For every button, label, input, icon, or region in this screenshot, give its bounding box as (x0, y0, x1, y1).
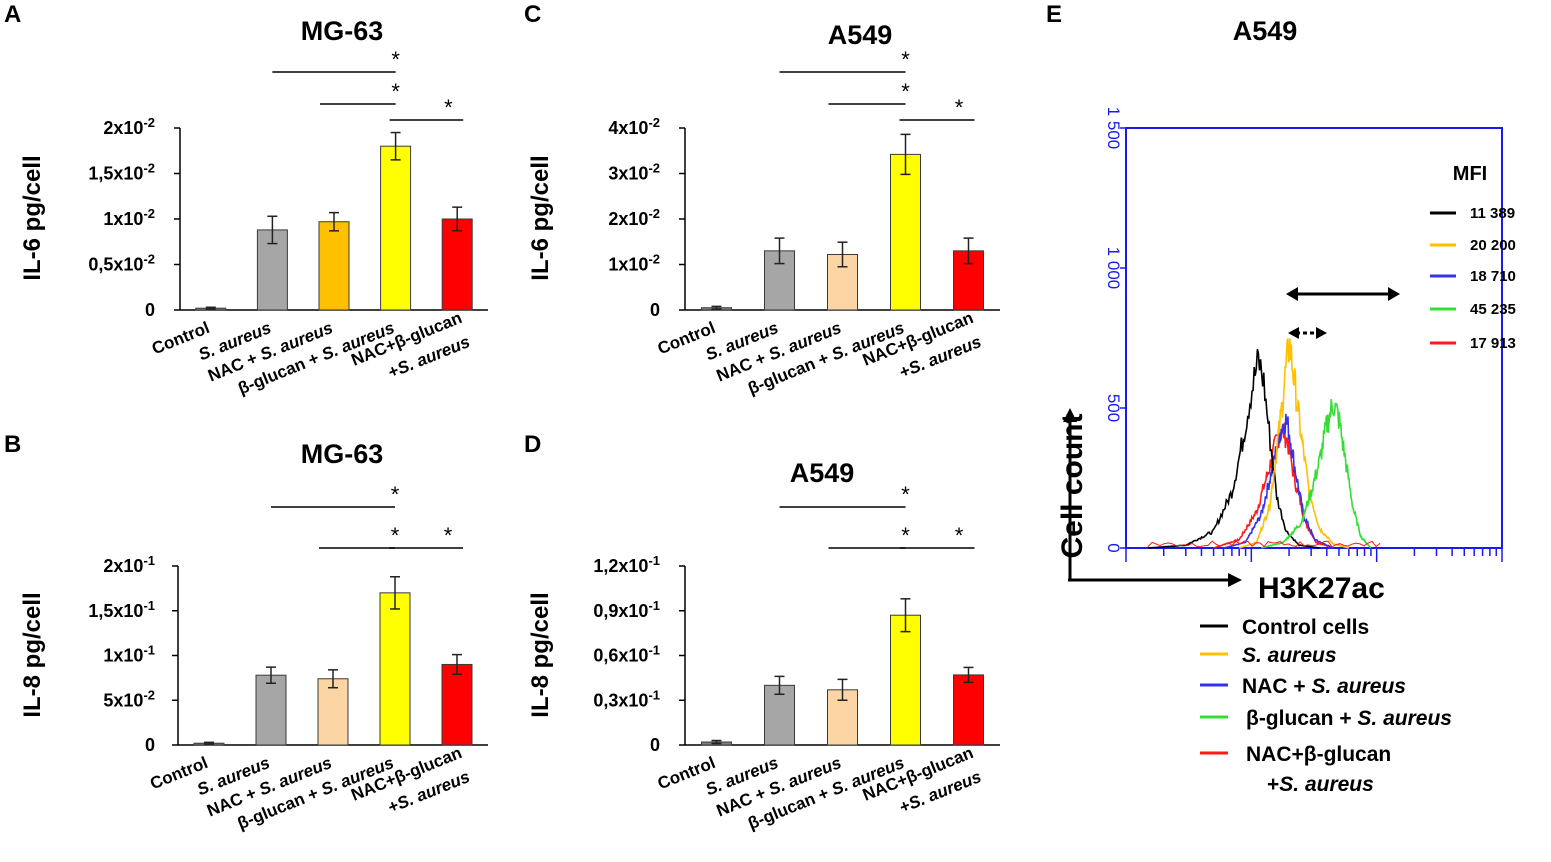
shift-arrow-dashed-right-head (1316, 327, 1327, 339)
y-tick-label: 0 (145, 735, 155, 755)
panel-title: A549 (790, 458, 855, 488)
panel-c: C A549 IL-6 pg/cell 0 1x10-2 2x10-2 3x10-2 4x10… (524, 1, 1000, 398)
histogram-y-tick-label: 1 500 (1104, 107, 1123, 150)
significance-star: * (901, 523, 910, 548)
significance-star: * (901, 482, 910, 507)
significance-star: * (391, 482, 400, 507)
bar-panels: A MG-63 IL-6 pg/cell 0 0,5x10-2 1x10-2 1,5x10-… (4, 1, 1000, 833)
y-tick-label: 1x10-2 (103, 206, 155, 229)
panel-b: B MG-63 IL-8 pg/cell 0 5x10-2 1x10-1 1,5x10-1 2… (4, 431, 488, 833)
histogram-y-tick-label: 1 000 (1104, 247, 1123, 290)
histogram-ticks (1125, 548, 1503, 562)
bar-4 (890, 153, 921, 311)
bar-4 (890, 614, 921, 746)
mfi-header: MFI (1453, 163, 1487, 185)
legend-label-line2: +S. aureus (1267, 773, 1374, 796)
significance-star: * (391, 79, 400, 104)
y-axis-label: IL-6 pg/cell (527, 155, 554, 280)
significance-star: * (391, 523, 400, 548)
mfi-value: 17 913 (1470, 335, 1516, 352)
mfi-value: 20 200 (1470, 237, 1516, 254)
x-axis-title: H3K27ac (1258, 572, 1385, 605)
significance-star: * (955, 523, 964, 548)
bar-3 (317, 678, 349, 746)
y-tick-label: 1,2x10-1 (593, 553, 660, 576)
shift-arrow-solid-right-head (1388, 287, 1400, 301)
histogram-y-tick-label: 500 (1104, 394, 1123, 422)
y-tick-label: 1x10-2 (608, 252, 660, 275)
panel-d: D A549 IL-8 pg/cell 0 0,3x10-1 0,6x10-1 0,9x10… (524, 431, 1000, 833)
y-tick-label: 1x10-1 (103, 643, 155, 666)
panel-letter: D (524, 431, 541, 458)
panel-a: A MG-63 IL-6 pg/cell 0 0,5x10-2 1x10-2 1,5x10-… (4, 1, 488, 398)
panel-title: A549 (828, 20, 893, 50)
histogram-curves (1147, 338, 1381, 549)
legend-label: β-glucan + S. aureus (1246, 707, 1452, 730)
bar-4 (379, 592, 411, 746)
y-tick-label: 0 (650, 300, 660, 320)
y-tick-label: 0,3x10-1 (593, 687, 660, 710)
bar-5 (441, 663, 473, 746)
y-tick-label: 0,5x10-2 (88, 252, 155, 275)
y-tick-label: 1,5x10-1 (88, 598, 155, 621)
shift-arrow-dashed-left-head (1288, 327, 1299, 339)
bar-3 (827, 689, 858, 746)
y-tick-label: 0 (145, 300, 155, 320)
panel-e: E A549 0 500 1 000 1 500 Cell count H3K27ac… (1046, 1, 1516, 796)
panel-title: MG-63 (301, 439, 384, 469)
y-tick-label: 0 (650, 735, 660, 755)
panel-letter: C (524, 1, 541, 28)
mfi-list: 11 389 20 200 18 710 45 235 17 913 (1430, 205, 1516, 352)
histogram-curve (1261, 399, 1372, 549)
bar-2 (764, 684, 795, 746)
legend-label: Control cells (1242, 616, 1369, 639)
significance-star: * (444, 523, 453, 548)
y-tick-label: 4x10-2 (608, 115, 660, 138)
bar-5 (441, 218, 473, 311)
panel-e-letter: E (1046, 1, 1062, 28)
y-tick-label: 2x10-2 (608, 206, 660, 229)
significance-star: * (444, 95, 453, 120)
histogram-y-ticks: 0 500 1 000 1 500 (1104, 107, 1126, 553)
y-axis-label: IL-8 pg/cell (19, 592, 46, 717)
y-tick-label: 0,9x10-1 (593, 598, 660, 621)
y-axis-label: IL-6 pg/cell (19, 155, 46, 280)
histogram-y-tick-label: 0 (1104, 543, 1123, 552)
significance-star: * (955, 95, 964, 120)
bar-2 (255, 674, 287, 746)
y-axis-label: IL-8 pg/cell (527, 592, 554, 717)
significance-star: * (901, 79, 910, 104)
bar-5 (953, 674, 984, 746)
y-axis-arrow-head (1063, 408, 1077, 422)
significance-star: * (901, 47, 910, 72)
panel-letter: B (4, 431, 21, 458)
y-tick-label: 1,5x10-2 (88, 161, 155, 184)
legend-label: NAC+β-glucan (1246, 743, 1391, 766)
mfi-value: 18 710 (1470, 268, 1516, 285)
histogram-curve (1238, 338, 1350, 549)
legend-label: S. aureus (1242, 644, 1337, 667)
bar-4 (380, 145, 412, 311)
y-tick-label: 2x10-1 (103, 553, 155, 576)
significance-star: * (391, 47, 400, 72)
y-tick-label: 0,6x10-1 (593, 643, 660, 666)
bar-3 (318, 221, 350, 311)
y-tick-label: 2x10-2 (103, 115, 155, 138)
y-tick-label: 3x10-2 (608, 161, 660, 184)
y-tick-label: 5x10-2 (103, 687, 155, 710)
histogram-baseline-noise (1147, 540, 1381, 548)
panel-title: MG-63 (301, 16, 384, 46)
panel-e-title: A549 (1233, 16, 1298, 46)
legend-label: NAC + S. aureus (1242, 675, 1406, 698)
x-axis-arrow-head (1228, 573, 1242, 587)
mfi-value: 45 235 (1470, 301, 1516, 318)
legend: Control cells S. aureus NAC + S. aureus β-g… (1200, 616, 1452, 796)
y-axis-title: Cell count (1056, 413, 1089, 558)
panel-letter: A (4, 1, 21, 28)
mfi-value: 11 389 (1470, 205, 1515, 222)
shift-arrow-solid-left-head (1286, 287, 1298, 301)
